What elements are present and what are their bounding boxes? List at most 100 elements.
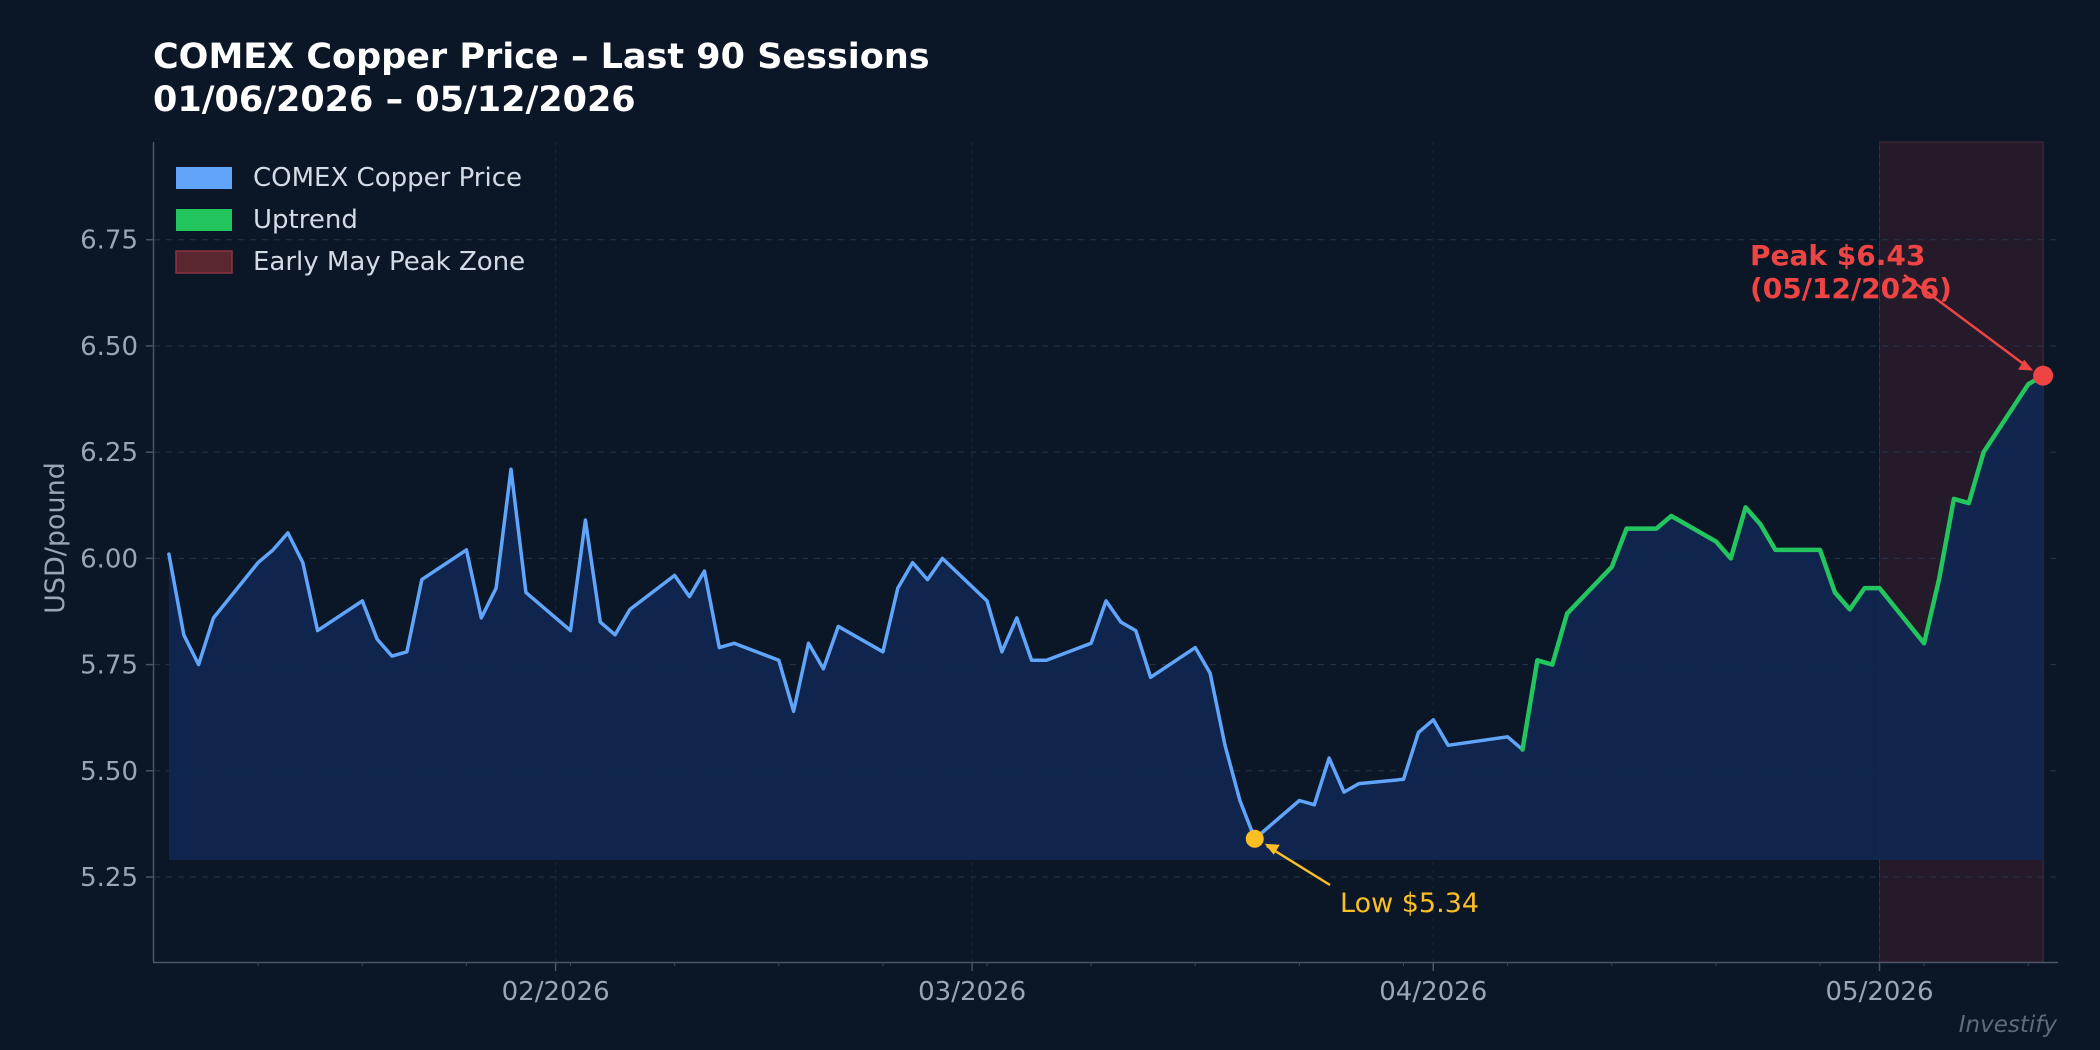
y-tick-label: 6.00: [80, 544, 138, 574]
uptrend-point: [1952, 497, 1955, 500]
uptrend-point: [1521, 748, 1524, 751]
y-tick-label: 5.50: [80, 757, 138, 787]
price-point: [391, 655, 394, 658]
price-point: [197, 663, 200, 666]
price-point: [1402, 778, 1405, 781]
peak-annotation-arrow: [1903, 273, 2032, 371]
price-point: [703, 570, 706, 573]
price-point: [777, 659, 780, 662]
price-point: [807, 642, 810, 645]
low-marker: [1245, 829, 1264, 848]
uptrend-point: [1863, 587, 1866, 590]
x-tick-layer: 02/2026 03/2026 04/2026 05/2026: [257, 962, 2029, 1007]
price-point: [733, 642, 736, 645]
uptrend-point: [1536, 659, 1539, 662]
price-point: [688, 595, 691, 598]
price-point: [524, 591, 527, 594]
price-point: [420, 578, 423, 581]
price-point: [1224, 744, 1227, 747]
y-tick-label: 6.50: [80, 332, 138, 362]
uptrend-point: [2027, 383, 2030, 386]
y-tick-label: 5.75: [80, 651, 138, 681]
y-axis-title: USD/pound: [40, 462, 71, 614]
price-point: [316, 629, 319, 632]
price-point: [926, 578, 929, 581]
price-point: [465, 548, 468, 551]
low-annotation-arrow: [1266, 844, 1331, 887]
low-annotation-arrowhead: [1264, 843, 1280, 855]
price-point: [1328, 757, 1331, 760]
area-layer: [168, 375, 2044, 861]
peak-annotation-label: Peak $6.43: [1750, 239, 1925, 272]
price-point: [1209, 672, 1212, 675]
price-point: [1149, 676, 1152, 679]
uptrend-point: [1982, 451, 1985, 454]
price-point: [495, 587, 498, 590]
price-point: [896, 587, 899, 590]
price-line: [167, 467, 1525, 841]
price-point: [1000, 650, 1003, 653]
price-point: [986, 599, 989, 602]
x-tick-label: 03/2026: [918, 977, 1026, 1007]
price-point: [599, 621, 602, 624]
price-point: [1506, 735, 1509, 738]
uptrend-point: [1923, 642, 1926, 645]
uptrend-point: [1625, 527, 1628, 530]
price-point: [1119, 621, 1122, 624]
uptrend-point: [1819, 548, 1822, 551]
y-tick-label: 6.75: [80, 226, 138, 256]
price-point: [837, 625, 840, 628]
uptrend-point: [1640, 527, 1643, 530]
price-point: [1030, 659, 1033, 662]
peak-marker: [2033, 365, 2054, 386]
watermark: Investify: [1959, 1012, 2058, 1038]
uptrend-point: [1878, 587, 1881, 590]
price-point: [1432, 718, 1435, 721]
price-point: [1015, 616, 1018, 619]
price-point: [257, 561, 260, 564]
price-point: [614, 633, 617, 636]
y-tick-layer: 5.25 5.50 5.75 6.00 6.25 6.50 6.75: [80, 226, 154, 893]
legend-swatch: [175, 250, 233, 274]
peak-annotation-date: (05/12/2026): [1750, 272, 1952, 305]
line-layer: [167, 373, 2046, 841]
price-point: [480, 616, 483, 619]
peak-annotation-arrowhead: [2018, 359, 2034, 371]
price-point: [822, 667, 825, 670]
price-point: [584, 519, 587, 522]
uptrend-point: [1759, 523, 1762, 526]
price-point: [286, 531, 289, 534]
uptrend-point: [1551, 663, 1554, 666]
price-point: [569, 629, 572, 632]
chart-title: COMEX Copper Price – Last 90 Sessions: [153, 37, 930, 77]
price-point: [1238, 799, 1241, 802]
price-point: [911, 561, 914, 564]
price-point: [941, 557, 944, 560]
price-point: [673, 574, 676, 577]
x-tick-label: 05/2026: [1825, 977, 1933, 1007]
price-point: [1090, 642, 1093, 645]
price-point: [405, 650, 408, 653]
uptrend-point: [1655, 527, 1658, 530]
price-point: [1313, 803, 1316, 806]
y-tick-label: 5.25: [80, 863, 138, 893]
price-point: [881, 650, 884, 653]
price-point: [1298, 799, 1301, 802]
price-point: [1194, 646, 1197, 649]
legend: COMEX Copper Price Uptrend Early May Peak …: [175, 163, 525, 277]
uptrend-point: [1967, 502, 1970, 505]
uptrend-line: [1520, 373, 2046, 752]
uptrend-point: [1610, 565, 1613, 568]
uptrend-point: [1774, 548, 1777, 551]
uptrend-point: [1848, 608, 1851, 611]
price-point: [361, 599, 364, 602]
price-point: [629, 608, 632, 611]
uptrend-point: [1833, 591, 1836, 594]
price-point: [167, 553, 170, 556]
annotation-layer: Peak $6.43(05/12/2026) Low $5.34: [1245, 239, 2054, 919]
price-point: [272, 548, 275, 551]
price-point: [718, 646, 721, 649]
uptrend-point: [1938, 578, 1941, 581]
low-annotation-label: Low $5.34: [1340, 888, 1479, 919]
